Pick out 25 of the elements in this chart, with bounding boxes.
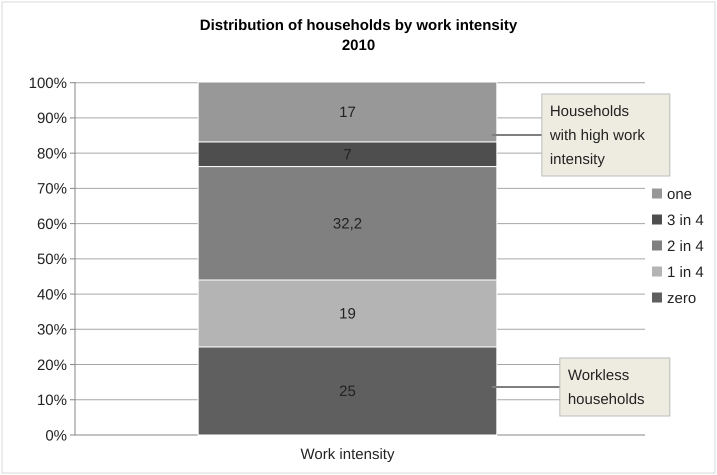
y-tick-label: 30% [36,322,67,339]
legend-label: 3 in 4 [667,212,704,229]
y-tick-label: 40% [36,286,67,304]
chart-title: Distribution of households by work intensity [200,17,518,34]
chart-subtitle: 2010 [342,37,376,54]
y-tick-label: 90% [36,110,67,128]
legend-label: 1 in 4 [667,264,704,281]
y-tick-label: 70% [36,180,67,198]
y-tick-label: 80% [36,145,67,162]
data-label: 32,2 [332,216,362,233]
data-label: 17 [339,104,356,122]
y-tick-label: 10% [36,392,67,410]
legend-label: zero [667,290,696,307]
legend-label: 2 in 4 [667,238,704,255]
y-tick-label: 20% [36,356,67,374]
y-tick-label: 100% [28,74,67,92]
y-tick-label: 60% [36,216,67,233]
legend-label: one [667,186,692,203]
data-label: 19 [339,306,356,323]
data-label: 25 [339,383,356,400]
y-tick-label: 50% [36,251,67,268]
x-tick-label: Work intensity [300,446,395,463]
annotation: Households with high work intensity [548,103,646,168]
y-tick-label: 0% [45,427,67,444]
annotation: Workless households [568,367,645,408]
